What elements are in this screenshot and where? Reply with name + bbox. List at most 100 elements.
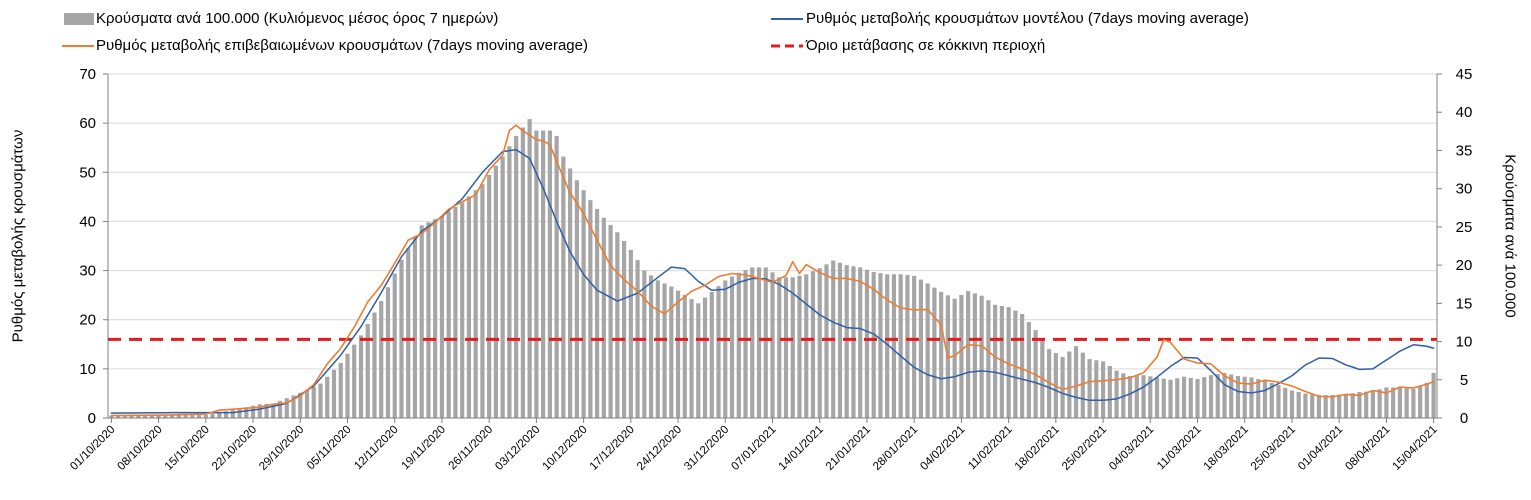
bar <box>271 403 276 418</box>
bar <box>662 283 667 418</box>
x-tick-label: 22/10/2020 <box>210 424 259 473</box>
bar <box>1283 387 1288 418</box>
bar <box>648 275 654 418</box>
bar <box>527 119 532 418</box>
bar <box>608 224 613 418</box>
x-tick-label: 03/12/2020 <box>493 424 542 473</box>
bar <box>1357 392 1362 418</box>
bar-series <box>109 119 1436 419</box>
confirmed-rate-line <box>110 124 1435 417</box>
bar <box>116 415 121 418</box>
bar <box>500 156 505 418</box>
bar <box>507 146 512 419</box>
bar <box>399 259 404 418</box>
bar <box>1397 387 1402 418</box>
bar <box>723 280 728 418</box>
bar <box>1323 395 1328 418</box>
bar <box>1418 385 1423 418</box>
bar <box>1208 375 1214 418</box>
x-tick-label: 29/10/2020 <box>257 424 306 473</box>
bar <box>783 277 789 418</box>
legend-label-threshold: Όριο μετάβασης σε κόκκινη περιοχή <box>806 37 1046 54</box>
bar <box>1067 351 1072 418</box>
x-tick-label: 05/11/2020 <box>305 424 354 473</box>
bar <box>891 274 897 418</box>
bar <box>999 306 1004 418</box>
bar <box>372 312 377 418</box>
bar <box>621 241 627 418</box>
bar <box>345 353 350 418</box>
bar <box>136 415 141 418</box>
bar <box>568 168 573 418</box>
legend-label-bars: Κρούσματα ανά 100.000 (Κυλιόμενος μέσος … <box>96 10 499 27</box>
bar <box>810 271 816 418</box>
bar <box>1195 379 1200 418</box>
x-tick-label: 21/01/2021 <box>824 424 873 473</box>
y-left-tick-label: 40 <box>79 213 96 230</box>
bar <box>460 202 465 418</box>
x-tick-label: 04/02/2021 <box>918 424 967 473</box>
bar <box>1073 346 1079 418</box>
bar <box>1384 387 1389 418</box>
bar <box>837 262 843 418</box>
bar <box>939 291 944 418</box>
y-right-tick-label: 15 <box>1456 295 1473 312</box>
bar <box>480 184 485 418</box>
x-tick-label: 19/11/2020 <box>399 424 448 473</box>
x-tick-label: 18/02/2021 <box>1013 424 1062 473</box>
bar <box>1013 310 1018 418</box>
y-axis-right-title: Κρούσματα ανά 100.000 <box>1501 154 1519 318</box>
bar <box>844 265 849 418</box>
x-tick-label: 15/10/2020 <box>163 424 212 473</box>
bar <box>1364 391 1369 418</box>
bar <box>1330 395 1335 418</box>
bar <box>1256 379 1261 418</box>
y-right-tick-label: 35 <box>1456 142 1473 159</box>
bar <box>871 271 876 418</box>
bar <box>365 323 370 418</box>
line-series <box>110 124 1435 417</box>
bar <box>257 404 262 418</box>
x-tick-label: 14/01/2021 <box>777 424 826 473</box>
bar <box>1127 375 1133 418</box>
bar <box>466 196 472 418</box>
bar <box>163 415 168 418</box>
x-axis-ticks: 01/10/202008/10/202015/10/202022/10/2020… <box>68 418 1440 473</box>
bar <box>1175 378 1180 418</box>
bar <box>1087 359 1092 418</box>
x-tick-label: 17/12/2020 <box>588 424 637 473</box>
bar <box>412 236 418 418</box>
bar <box>406 248 411 418</box>
x-tick-label: 26/11/2020 <box>447 424 496 473</box>
bar <box>709 291 714 418</box>
bar <box>986 300 991 418</box>
bar <box>1020 314 1025 418</box>
bar <box>230 409 235 418</box>
bar <box>284 398 289 418</box>
bar <box>149 415 154 418</box>
x-tick-label: 08/04/2021 <box>1343 424 1392 473</box>
bar <box>1262 380 1268 418</box>
bar <box>1222 372 1227 418</box>
bar <box>156 415 161 418</box>
bar <box>426 222 431 418</box>
bar <box>682 294 687 418</box>
bar <box>763 267 768 418</box>
bar <box>1215 374 1220 418</box>
bar <box>912 275 917 418</box>
bar <box>190 415 195 418</box>
bar <box>1148 376 1153 418</box>
y-right-tick-label: 25 <box>1456 219 1473 236</box>
bar <box>858 267 863 418</box>
bar <box>520 127 525 418</box>
bar <box>385 287 391 418</box>
x-tick-label: 12/11/2020 <box>352 424 401 473</box>
bar <box>1337 394 1342 418</box>
bar <box>1296 392 1301 418</box>
bar <box>750 267 755 418</box>
bar <box>702 297 708 418</box>
bar <box>331 369 337 418</box>
bar <box>277 400 283 418</box>
y-left-tick-label: 30 <box>79 263 96 280</box>
bar <box>439 216 445 418</box>
